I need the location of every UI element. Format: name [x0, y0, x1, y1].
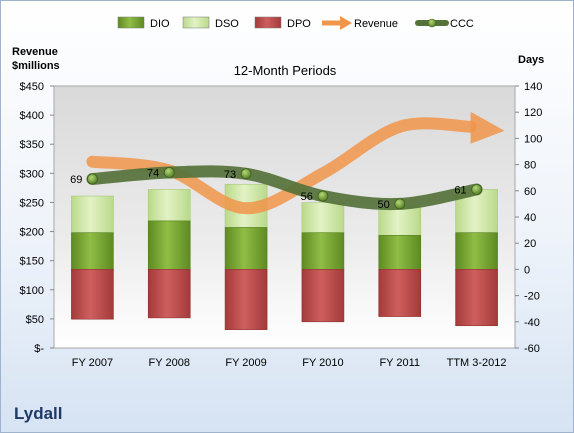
right-tick-label: 100: [524, 133, 542, 145]
left-axis-title-line1: Revenue: [12, 46, 58, 58]
legend-label: DIO: [150, 18, 170, 30]
dpo-bar: [224, 269, 268, 330]
category-label: FY 2011: [379, 357, 420, 369]
left-tick-label: $200: [20, 227, 44, 239]
dpo-bar: [455, 269, 498, 327]
right-tick-label: 40: [524, 212, 536, 224]
ccc-point: [471, 184, 482, 195]
right-tick-label: 80: [524, 160, 536, 172]
bar-layer: [71, 183, 498, 330]
left-axis-title-line2: $millions: [12, 60, 60, 72]
ccc-point: [163, 167, 175, 178]
dio-bar: [71, 232, 114, 270]
dpo-bar: [71, 269, 114, 320]
legend-swatch: [182, 16, 210, 29]
ccc-line-layer: 69 74 73 56 50 61: [70, 165, 483, 211]
left-tick-label: $100: [20, 285, 44, 297]
legend-swatch: [117, 16, 145, 29]
left-tick-label: $250: [20, 197, 44, 209]
right-tick-label: 140: [524, 81, 542, 93]
right-tick-label: 20: [524, 238, 536, 250]
category-label: FY 2008: [149, 357, 190, 369]
legend-swatch-marker: [427, 18, 437, 28]
right-axis-title: Days: [518, 54, 544, 66]
axes-layer: $- $50 $100 $150 $200 $250 $300 $350 $400 $450 -60…: [20, 81, 543, 369]
ccc-data-label: 69: [70, 174, 82, 186]
category-label: TTM 3-2012: [447, 357, 507, 369]
ccc-point: [240, 168, 252, 180]
category-label: FY 2007: [72, 357, 113, 369]
dpo-bar: [378, 269, 422, 317]
right-tick-label: -20: [524, 291, 540, 303]
right-tick-label: 0: [524, 264, 530, 276]
ccc-point: [394, 198, 406, 210]
right-tick-label: 120: [524, 107, 542, 119]
dso-bar: [147, 189, 191, 222]
left-tick-label: $150: [20, 256, 44, 268]
dio-bar: [224, 227, 268, 270]
legend-label: CCC: [450, 18, 474, 30]
ccc-data-label: 74: [147, 167, 159, 179]
chart-subtitle: 12-Month Periods: [234, 63, 337, 78]
ccc-data-label: 61: [454, 184, 466, 196]
left-tick-label: $400: [20, 110, 44, 122]
legend-label: Revenue: [354, 18, 398, 30]
dio-bar: [147, 220, 191, 270]
dio-bar: [378, 235, 422, 270]
ccc-data-label: 50: [378, 199, 390, 211]
dso-bar: [71, 195, 114, 234]
dso-bar: [301, 202, 345, 234]
right-tick-label: 60: [524, 186, 536, 198]
ccc-data-label: 73: [224, 169, 236, 181]
category-label: FY 2010: [302, 357, 343, 369]
left-tick-label: $-: [34, 343, 44, 355]
legend: DIO DSO DPO Revenue CCC: [117, 16, 474, 30]
category-label: FY 2009: [225, 357, 266, 369]
legend-swatch: [254, 16, 282, 29]
right-tick-label: -60: [524, 343, 540, 355]
ccc-data-label: 56: [301, 191, 313, 203]
dpo-bar: [147, 269, 191, 319]
dio-bar: [455, 232, 498, 270]
dpo-bar: [301, 269, 345, 323]
ccc-line: [86, 165, 483, 211]
left-tick-label: $350: [20, 139, 44, 151]
dio-bar: [301, 232, 345, 270]
legend-label: DSO: [215, 18, 239, 30]
left-tick-label: $300: [20, 168, 44, 180]
legend-label: DPO: [287, 18, 311, 30]
revenue-arrow-head: [470, 111, 505, 144]
ccc-point: [317, 190, 329, 202]
legend-swatch-arrowhead: [340, 16, 352, 30]
left-tick-label: $50: [26, 314, 44, 326]
company-name: Lydall: [14, 404, 63, 423]
ccc-point: [87, 173, 98, 185]
right-tick-label: -40: [524, 317, 540, 329]
left-tick-label: $450: [20, 81, 44, 93]
